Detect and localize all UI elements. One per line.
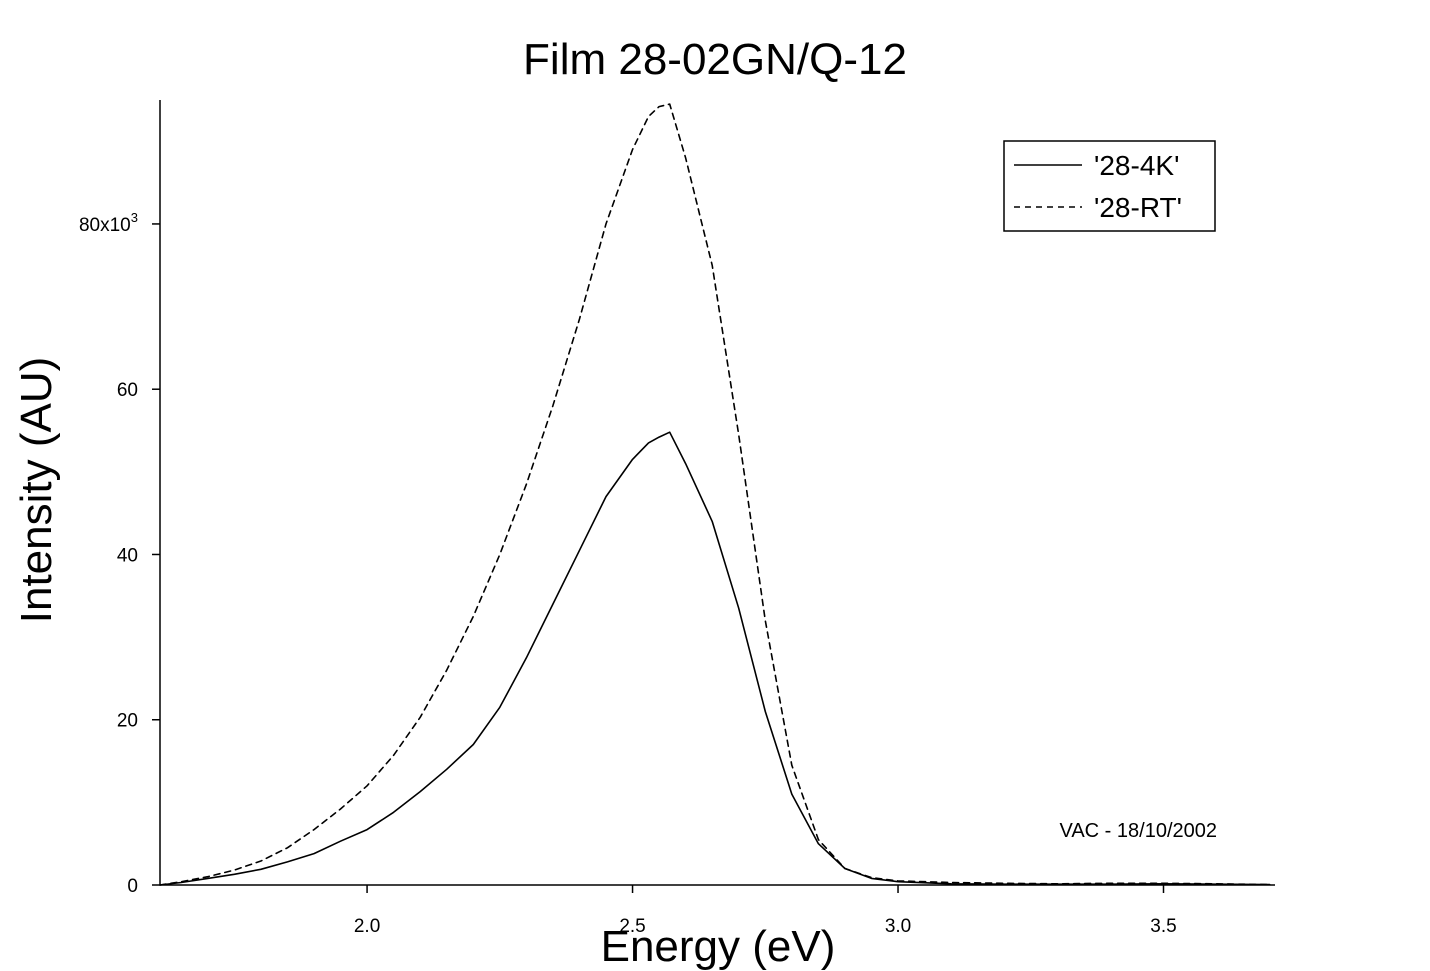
x-tick-label: 3.0 — [885, 916, 911, 937]
y-tick-label: 0 — [127, 876, 138, 897]
x-axis-ticks: 2.0 2.5 3.0 3.5 — [354, 885, 1177, 937]
y-axis-ticks: 0 20 40 60 80x103 — [79, 210, 160, 897]
x-tick-label: 3.5 — [1150, 916, 1176, 937]
y-axis-title: Intensity (AU) — [12, 357, 61, 624]
legend-box — [1003, 140, 1216, 232]
plot-area — [159, 103, 1271, 886]
legend-label-28-rt: '28-RT' — [1094, 192, 1182, 223]
chart-title: Film 28-02GN/Q-12 — [523, 35, 907, 84]
legend: '28-4K' '28-RT' — [1003, 140, 1216, 232]
x-tick-label: 2.0 — [354, 916, 380, 937]
series-line-28-4k — [159, 431, 1271, 886]
y-tick-label: 60 — [117, 380, 138, 401]
y-tick-label: 80x103 — [79, 210, 138, 236]
annotation-text: VAC - 18/10/2002 — [1059, 820, 1217, 842]
series-line-28-rt — [159, 103, 1271, 886]
x-tick-label: 2.5 — [619, 916, 645, 937]
y-tick-exponent: 3 — [131, 210, 138, 225]
legend-label-28-4k: '28-4K' — [1094, 150, 1179, 181]
y-tick-label: 40 — [117, 545, 138, 566]
x-axis-title: Energy (eV) — [601, 922, 836, 971]
y-tick-label: 20 — [117, 711, 138, 732]
